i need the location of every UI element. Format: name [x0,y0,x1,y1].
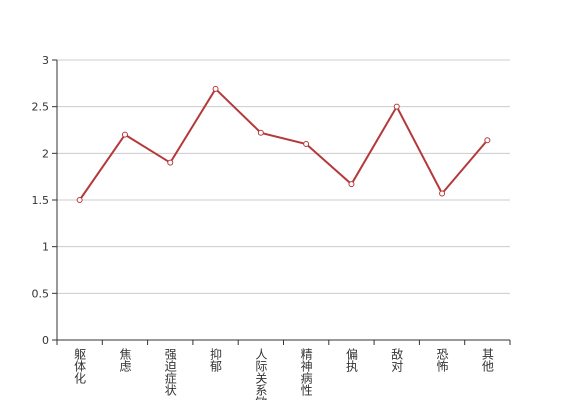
point [348,181,355,188]
y-tick-label: 0.5 [32,287,50,300]
y-tick-label: 2 [42,147,49,160]
x-tick-label: 躯体化 [73,347,87,385]
x-tick-label: 敌对 [390,347,404,372]
x-tick-label: 焦虑 [118,348,132,372]
x-tick-label: 恐怖 [435,348,449,372]
point [76,197,83,203]
y-tick-label: 2.5 [32,101,50,114]
point [393,103,400,110]
x-tick-label: 人际关系敏感 [254,348,268,400]
x-tick-label: 偏执 [344,347,358,373]
x-tick-label: 其他 [480,348,494,372]
point [212,85,219,92]
x-tick-label: 抑郁 [209,347,223,373]
y-tick-label: 0 [42,334,49,347]
y-tick-label: 1.5 [32,194,50,207]
point [303,141,310,147]
y-tick-label: 3 [42,54,49,67]
x-tick-label: 精神病性 [299,348,313,397]
point [167,159,174,166]
point [439,190,446,197]
point [257,129,264,136]
y-tick-label: 1 [42,241,49,254]
line [78,87,489,201]
x-tick-label: 强迫症状 [163,348,177,396]
point [484,137,491,144]
point [121,131,128,138]
